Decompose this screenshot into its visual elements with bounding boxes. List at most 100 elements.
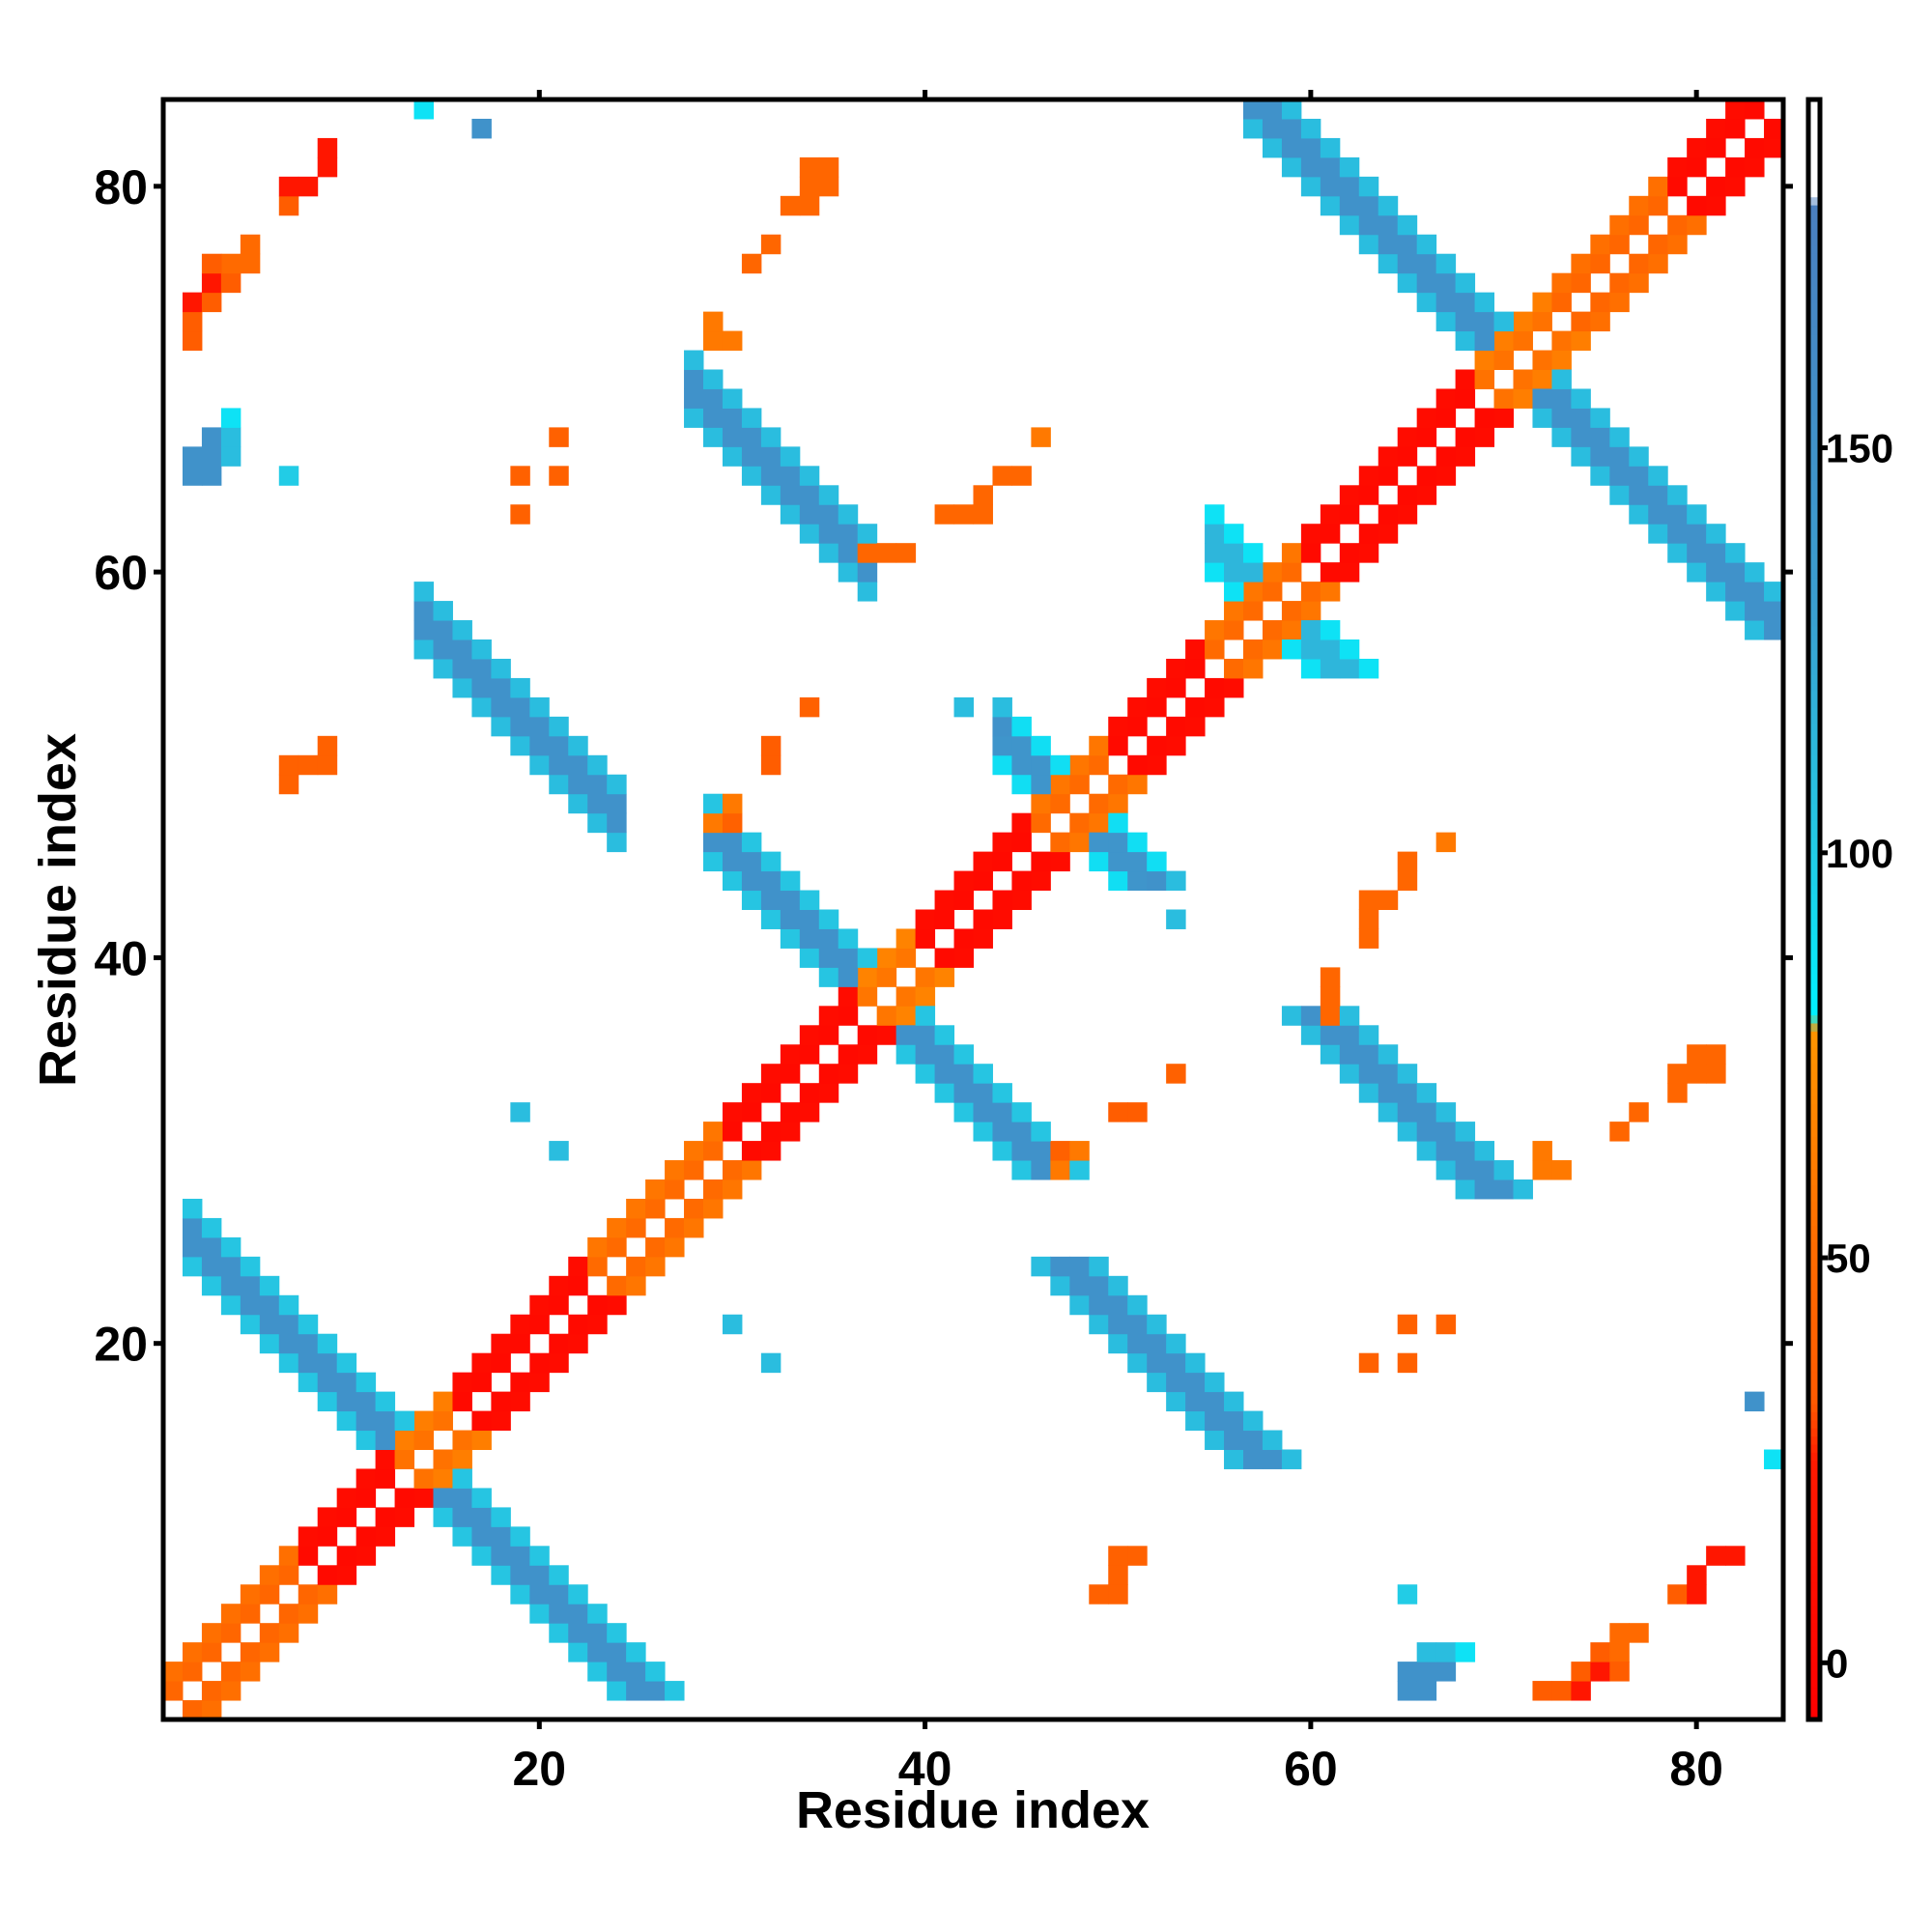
colorbar-segment: [1808, 124, 1820, 133]
heatmap-cell: [1435, 272, 1457, 294]
heatmap-cell: [1474, 350, 1495, 370]
heatmap-cell: [355, 1526, 377, 1547]
heatmap-cell: [1378, 446, 1399, 467]
heatmap-cell: [665, 1681, 685, 1701]
colorbar-segment: [1808, 504, 1820, 514]
heatmap-cell: [201, 427, 222, 447]
heatmap-cell: [182, 1236, 203, 1258]
heatmap-cell: [1300, 639, 1321, 660]
heatmap-cell: [491, 696, 511, 718]
heatmap-cell: [1416, 466, 1437, 486]
heatmap-cell: [1050, 754, 1070, 776]
heatmap-cell: [1397, 504, 1418, 525]
heatmap-cell: [1011, 774, 1032, 795]
colorbar-segment: [1808, 593, 1820, 603]
heatmap-cell: [1745, 582, 1765, 602]
heatmap-cell: [722, 870, 743, 892]
heatmap-cell: [857, 582, 878, 602]
heatmap-cell: [1358, 524, 1379, 544]
heatmap-cell: [1590, 311, 1610, 332]
heatmap-cell: [1609, 485, 1630, 505]
colorbar-segment: [1808, 1468, 1820, 1478]
heatmap-cell: [1397, 1681, 1418, 1701]
colorbar-segment: [1808, 334, 1820, 344]
colorbar-segment: [1808, 536, 1820, 546]
heatmap-cell: [1687, 1565, 1707, 1585]
colorbar-segment: [1808, 1476, 1820, 1486]
heatmap-cell: [1320, 156, 1341, 178]
heatmap-cell: [607, 1662, 627, 1682]
heatmap-cell: [1320, 195, 1341, 216]
heatmap-cell: [684, 369, 704, 389]
heatmap-cell: [818, 1006, 839, 1026]
heatmap-cell: [915, 909, 936, 929]
heatmap-cell: [587, 812, 608, 834]
heatmap-cell: [1745, 601, 1765, 621]
heatmap-cell: [1339, 214, 1360, 236]
heatmap-cell: [973, 1122, 993, 1142]
heatmap-cell: [1089, 1314, 1109, 1335]
colorbar-segment: [1808, 1598, 1820, 1607]
heatmap-cell: [355, 1468, 377, 1489]
colorbar-segment: [1808, 366, 1820, 376]
heatmap-cell: [1358, 543, 1379, 563]
heatmap-cell: [1320, 986, 1341, 1007]
colorbar-segment: [1808, 1435, 1820, 1445]
heatmap-cell: [703, 812, 724, 834]
heatmap-cell: [1764, 601, 1784, 621]
heatmap-cell: [722, 408, 743, 428]
heatmap-cell: [703, 369, 724, 389]
heatmap-cell: [1166, 909, 1186, 929]
heatmap-cell: [336, 1565, 357, 1585]
heatmap-cell: [1397, 1064, 1418, 1084]
heatmap-cell: [1069, 754, 1090, 776]
heatmap-cell: [857, 986, 878, 1007]
heatmap-cell: [1474, 292, 1495, 313]
colorbar-segment: [1808, 1022, 1820, 1032]
y-tick-label: 80: [94, 160, 148, 214]
heatmap-cell: [780, 1102, 801, 1122]
heatmap-cell: [1011, 735, 1032, 756]
heatmap-cell: [1031, 754, 1051, 776]
heatmap-cell: [607, 812, 627, 834]
heatmap-cell: [799, 948, 820, 968]
heatmap-cell: [1108, 716, 1128, 737]
heatmap-cell: [1725, 1546, 1746, 1566]
heatmap-cell: [1609, 1122, 1630, 1142]
colorbar-segment: [1808, 375, 1820, 384]
heatmap-cell: [1166, 1064, 1186, 1084]
colorbar-segment: [1808, 1508, 1820, 1518]
heatmap-cell: [240, 234, 261, 255]
heatmap-cell: [1205, 620, 1225, 640]
heatmap-cell: [838, 524, 859, 544]
heatmap-cell: [471, 1352, 492, 1374]
heatmap-cell: [1455, 272, 1476, 294]
colorbar-segment: [1808, 820, 1820, 830]
heatmap-cell: [1435, 446, 1457, 467]
heatmap-cell: [1205, 1391, 1225, 1412]
heatmap-cell: [1551, 292, 1572, 313]
colorbar-segment: [1808, 164, 1820, 174]
heatmap-cell: [1435, 408, 1457, 428]
heatmap-cell: [1011, 716, 1032, 737]
heatmap-cell: [529, 735, 550, 756]
heatmap-cell: [1378, 524, 1399, 544]
heatmap-cell: [510, 1546, 530, 1566]
heatmap-cell: [510, 1391, 530, 1412]
colorbar-segment: [1808, 148, 1820, 157]
heatmap-cell: [240, 1662, 261, 1682]
heatmap-cell: [1706, 176, 1726, 197]
heatmap-cell: [1667, 176, 1688, 197]
heatmap-cell: [587, 754, 608, 776]
colorbar-segment: [1808, 780, 1820, 789]
heatmap-cell: [1725, 176, 1746, 197]
heatmap-cell: [355, 1430, 377, 1450]
heatmap-cell: [549, 735, 569, 756]
heatmap-cell: [1551, 272, 1572, 294]
heatmap-cell: [780, 504, 801, 525]
heatmap-cell: [471, 658, 492, 679]
colorbar-segment: [1808, 390, 1820, 400]
heatmap-cell: [510, 1526, 530, 1547]
heatmap-cell: [317, 156, 338, 178]
heatmap-cell: [1532, 408, 1552, 428]
